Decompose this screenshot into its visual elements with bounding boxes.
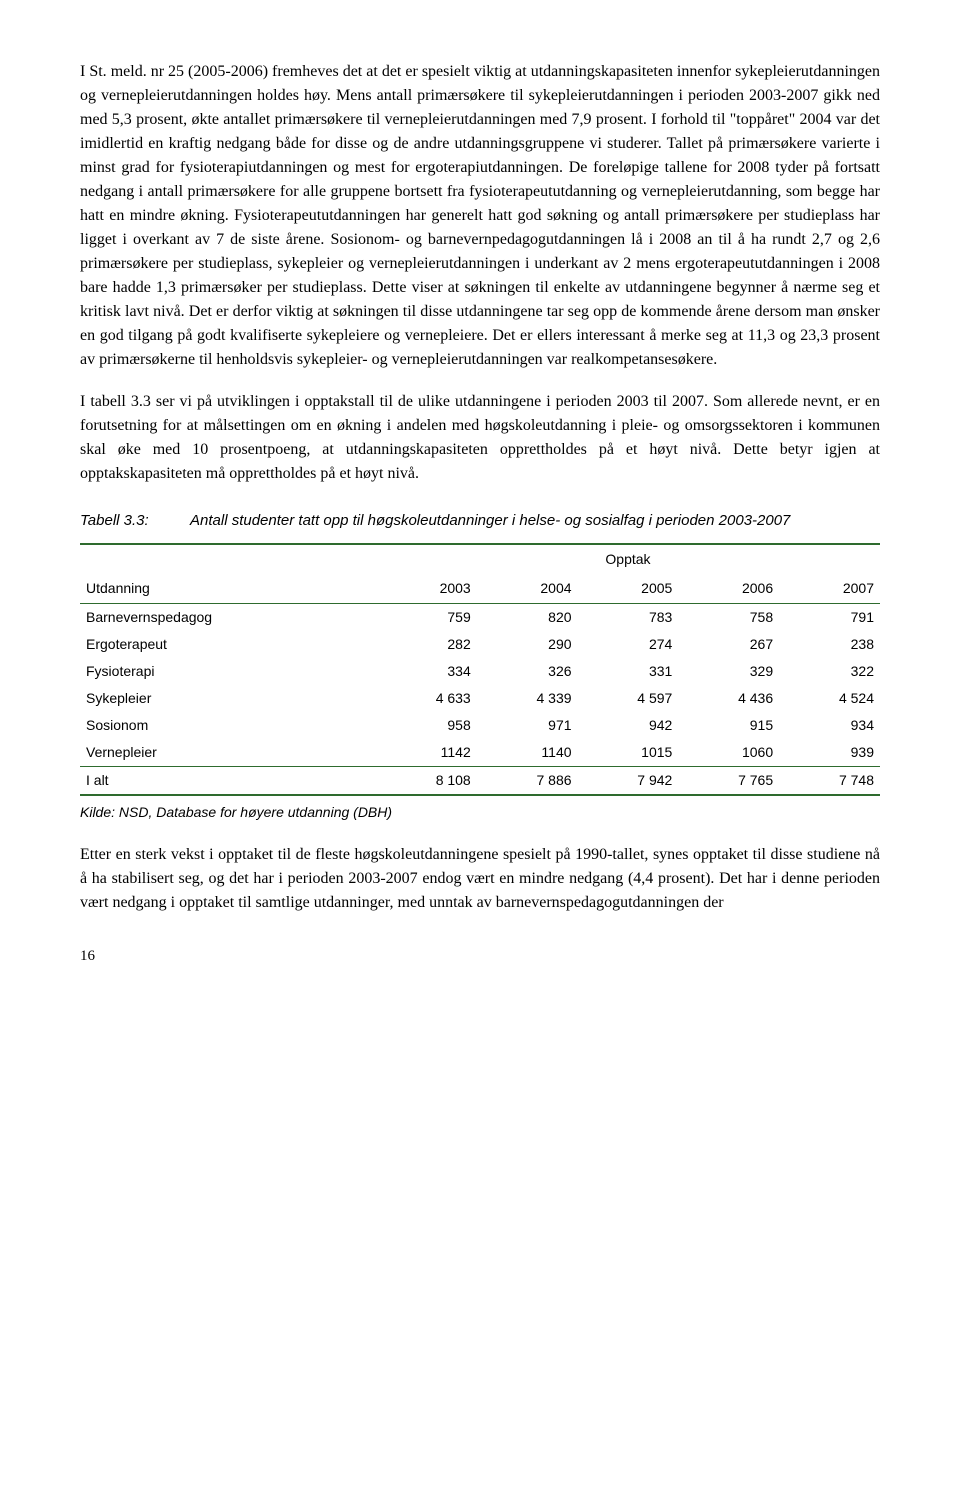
table-cell: 8 108 xyxy=(376,766,477,795)
table-cell: 934 xyxy=(779,712,880,739)
table-col-header: Utdanning xyxy=(80,574,376,604)
table-source: Kilde: NSD, Database for høyere utdannin… xyxy=(80,802,880,823)
page-number: 16 xyxy=(80,945,880,968)
table-cell: 4 633 xyxy=(376,685,477,712)
table-cell: I alt xyxy=(80,766,376,795)
table-header-blank xyxy=(80,544,376,574)
table-cell: 4 339 xyxy=(477,685,578,712)
table-cell: 758 xyxy=(678,603,779,631)
table-span-header: Opptak xyxy=(376,544,880,574)
table-cell: 971 xyxy=(477,712,578,739)
table-cell: 238 xyxy=(779,631,880,658)
table-total-row: I alt 8 108 7 886 7 942 7 765 7 748 xyxy=(80,766,880,795)
body-paragraph-2: I tabell 3.3 ser vi på utviklingen i opp… xyxy=(80,390,880,486)
table-cell: 783 xyxy=(578,603,679,631)
table-cell: 939 xyxy=(779,739,880,767)
table-cell: 7 765 xyxy=(678,766,779,795)
table-col-header: 2005 xyxy=(578,574,679,604)
table-cell: 4 524 xyxy=(779,685,880,712)
table-cell: 329 xyxy=(678,658,779,685)
table-cell: 915 xyxy=(678,712,779,739)
table-cell: 759 xyxy=(376,603,477,631)
table-cell: 4 436 xyxy=(678,685,779,712)
table-cell: 791 xyxy=(779,603,880,631)
table-cell: Vernepleier xyxy=(80,739,376,767)
table-row: Barnevernspedagog 759 820 783 758 791 xyxy=(80,603,880,631)
table-cell: Barnevernspedagog xyxy=(80,603,376,631)
table-cell: 1015 xyxy=(578,739,679,767)
table-cell: 282 xyxy=(376,631,477,658)
table-cell: 326 xyxy=(477,658,578,685)
table-row: Fysioterapi 334 326 331 329 322 xyxy=(80,658,880,685)
data-table: Opptak Utdanning 2003 2004 2005 2006 200… xyxy=(80,543,880,796)
body-paragraph-3: Etter en sterk vekst i opptaket til de f… xyxy=(80,843,880,915)
table-cell: Sosionom xyxy=(80,712,376,739)
table-header-row: Utdanning 2003 2004 2005 2006 2007 xyxy=(80,574,880,604)
table-cell: 7 748 xyxy=(779,766,880,795)
table-row: Vernepleier 1142 1140 1015 1060 939 xyxy=(80,739,880,767)
table-caption: Tabell 3.3: Antall studenter tatt opp ti… xyxy=(80,510,880,533)
body-paragraph-1: I St. meld. nr 25 (2005-2006) fremheves … xyxy=(80,60,880,372)
table-cell: Ergoterapeut xyxy=(80,631,376,658)
table-cell: 267 xyxy=(678,631,779,658)
table-cell: Fysioterapi xyxy=(80,658,376,685)
table-cell: 331 xyxy=(578,658,679,685)
table-col-header: 2007 xyxy=(779,574,880,604)
table-col-header: 2003 xyxy=(376,574,477,604)
table-body: Barnevernspedagog 759 820 783 758 791 Er… xyxy=(80,603,880,795)
table-cell: 942 xyxy=(578,712,679,739)
table-cell: 7 942 xyxy=(578,766,679,795)
table-label: Tabell 3.3: xyxy=(80,510,190,533)
table-cell: 322 xyxy=(779,658,880,685)
table-cell: 1060 xyxy=(678,739,779,767)
table-cell: 4 597 xyxy=(578,685,679,712)
table-cell: 958 xyxy=(376,712,477,739)
table-row: Sosionom 958 971 942 915 934 xyxy=(80,712,880,739)
table-cell: 1140 xyxy=(477,739,578,767)
table-cell: 7 886 xyxy=(477,766,578,795)
table-col-header: 2006 xyxy=(678,574,779,604)
table-title: Antall studenter tatt opp til høgskoleut… xyxy=(190,510,880,533)
table-row: Sykepleier 4 633 4 339 4 597 4 436 4 524 xyxy=(80,685,880,712)
table-cell: 1142 xyxy=(376,739,477,767)
table-cell: 274 xyxy=(578,631,679,658)
table-cell: 334 xyxy=(376,658,477,685)
table-cell: Sykepleier xyxy=(80,685,376,712)
table-col-header: 2004 xyxy=(477,574,578,604)
table-row: Ergoterapeut 282 290 274 267 238 xyxy=(80,631,880,658)
table-cell: 290 xyxy=(477,631,578,658)
table-cell: 820 xyxy=(477,603,578,631)
